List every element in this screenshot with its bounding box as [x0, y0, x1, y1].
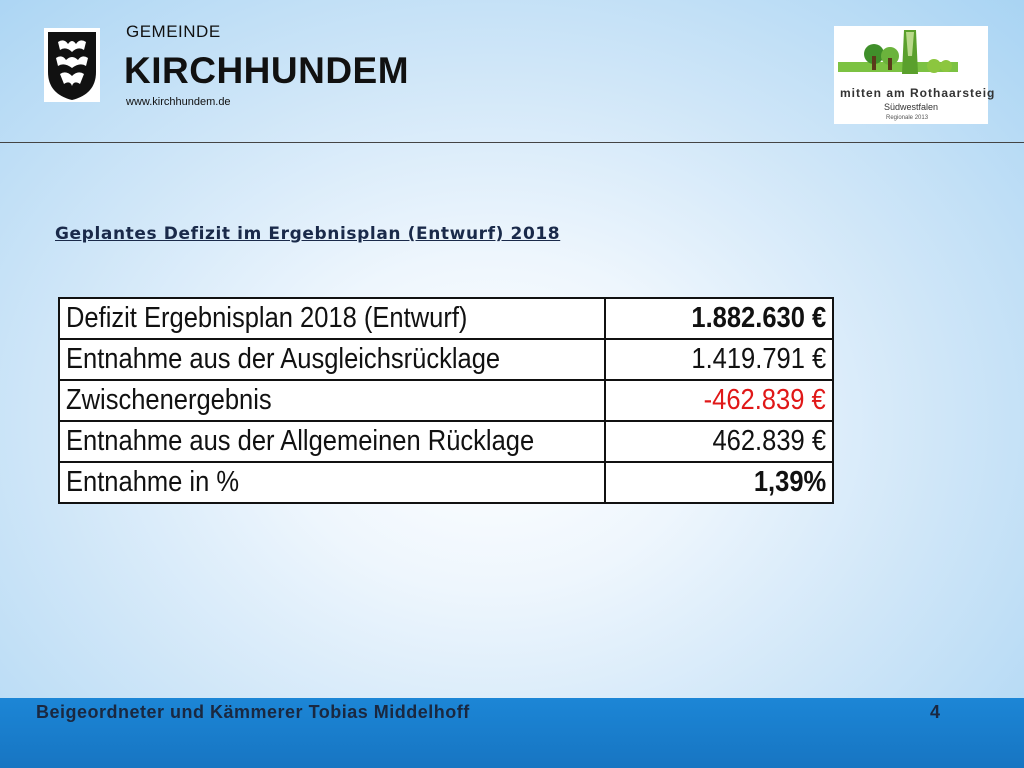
row-value: 1.419.791 €	[604, 338, 834, 381]
tree-landscape-icon	[838, 30, 958, 74]
slide-subtitle: Geplantes Defizit im Ergebnisplan (Entwu…	[55, 224, 561, 244]
website-link[interactable]: www.kirchhundem.de	[126, 96, 231, 108]
row-value: 1.882.630 €	[604, 297, 834, 340]
table-row: Entnahme aus der Ausgleichsrücklage 1.41…	[58, 338, 834, 381]
row-label: Defizit Ergebnisplan 2018 (Entwurf)	[58, 297, 606, 340]
table-row: Entnahme in % 1,39%	[58, 461, 834, 504]
slide-footer: Beigeordneter und Kämmerer Tobias Middel…	[0, 698, 1024, 768]
row-value-negative: -462.839 €	[604, 379, 834, 422]
municipality-name: KIRCHHUNDEM	[124, 50, 410, 91]
row-label: Entnahme aus der Allgemeinen Rücklage	[58, 420, 606, 463]
rothaarsteig-logo: mitten am Rothaarsteig Südwestfalen Regi…	[834, 26, 994, 124]
coat-of-arms-icon	[44, 28, 100, 102]
presenter-name: Beigeordneter und Kämmerer Tobias Middel…	[36, 702, 470, 722]
logo-regionale: Regionale 2013	[886, 115, 929, 121]
row-value: 462.839 €	[604, 420, 834, 463]
table-row: Entnahme aus der Allgemeinen Rücklage 46…	[58, 420, 834, 463]
table-row: Zwischenergebnis -462.839 €	[58, 379, 834, 422]
page-number: 4	[930, 702, 941, 722]
header-divider	[0, 142, 1024, 143]
slide-header: GEMEINDE KIRCHHUNDEM www.kirchhundem.de …	[0, 0, 1024, 142]
logo-region: Südwestfalen	[884, 102, 939, 112]
table-row: Defizit Ergebnisplan 2018 (Entwurf) 1.88…	[58, 297, 834, 340]
row-label: Entnahme in %	[58, 461, 606, 504]
municipality-label: GEMEINDE	[126, 22, 221, 41]
logo-tagline: mitten am Rothaarsteig	[840, 86, 996, 100]
row-label: Entnahme aus der Ausgleichsrücklage	[58, 338, 606, 381]
deficit-table: Defizit Ergebnisplan 2018 (Entwurf) 1.88…	[58, 297, 834, 504]
row-value: 1,39%	[604, 461, 834, 504]
row-label: Zwischenergebnis	[58, 379, 606, 422]
